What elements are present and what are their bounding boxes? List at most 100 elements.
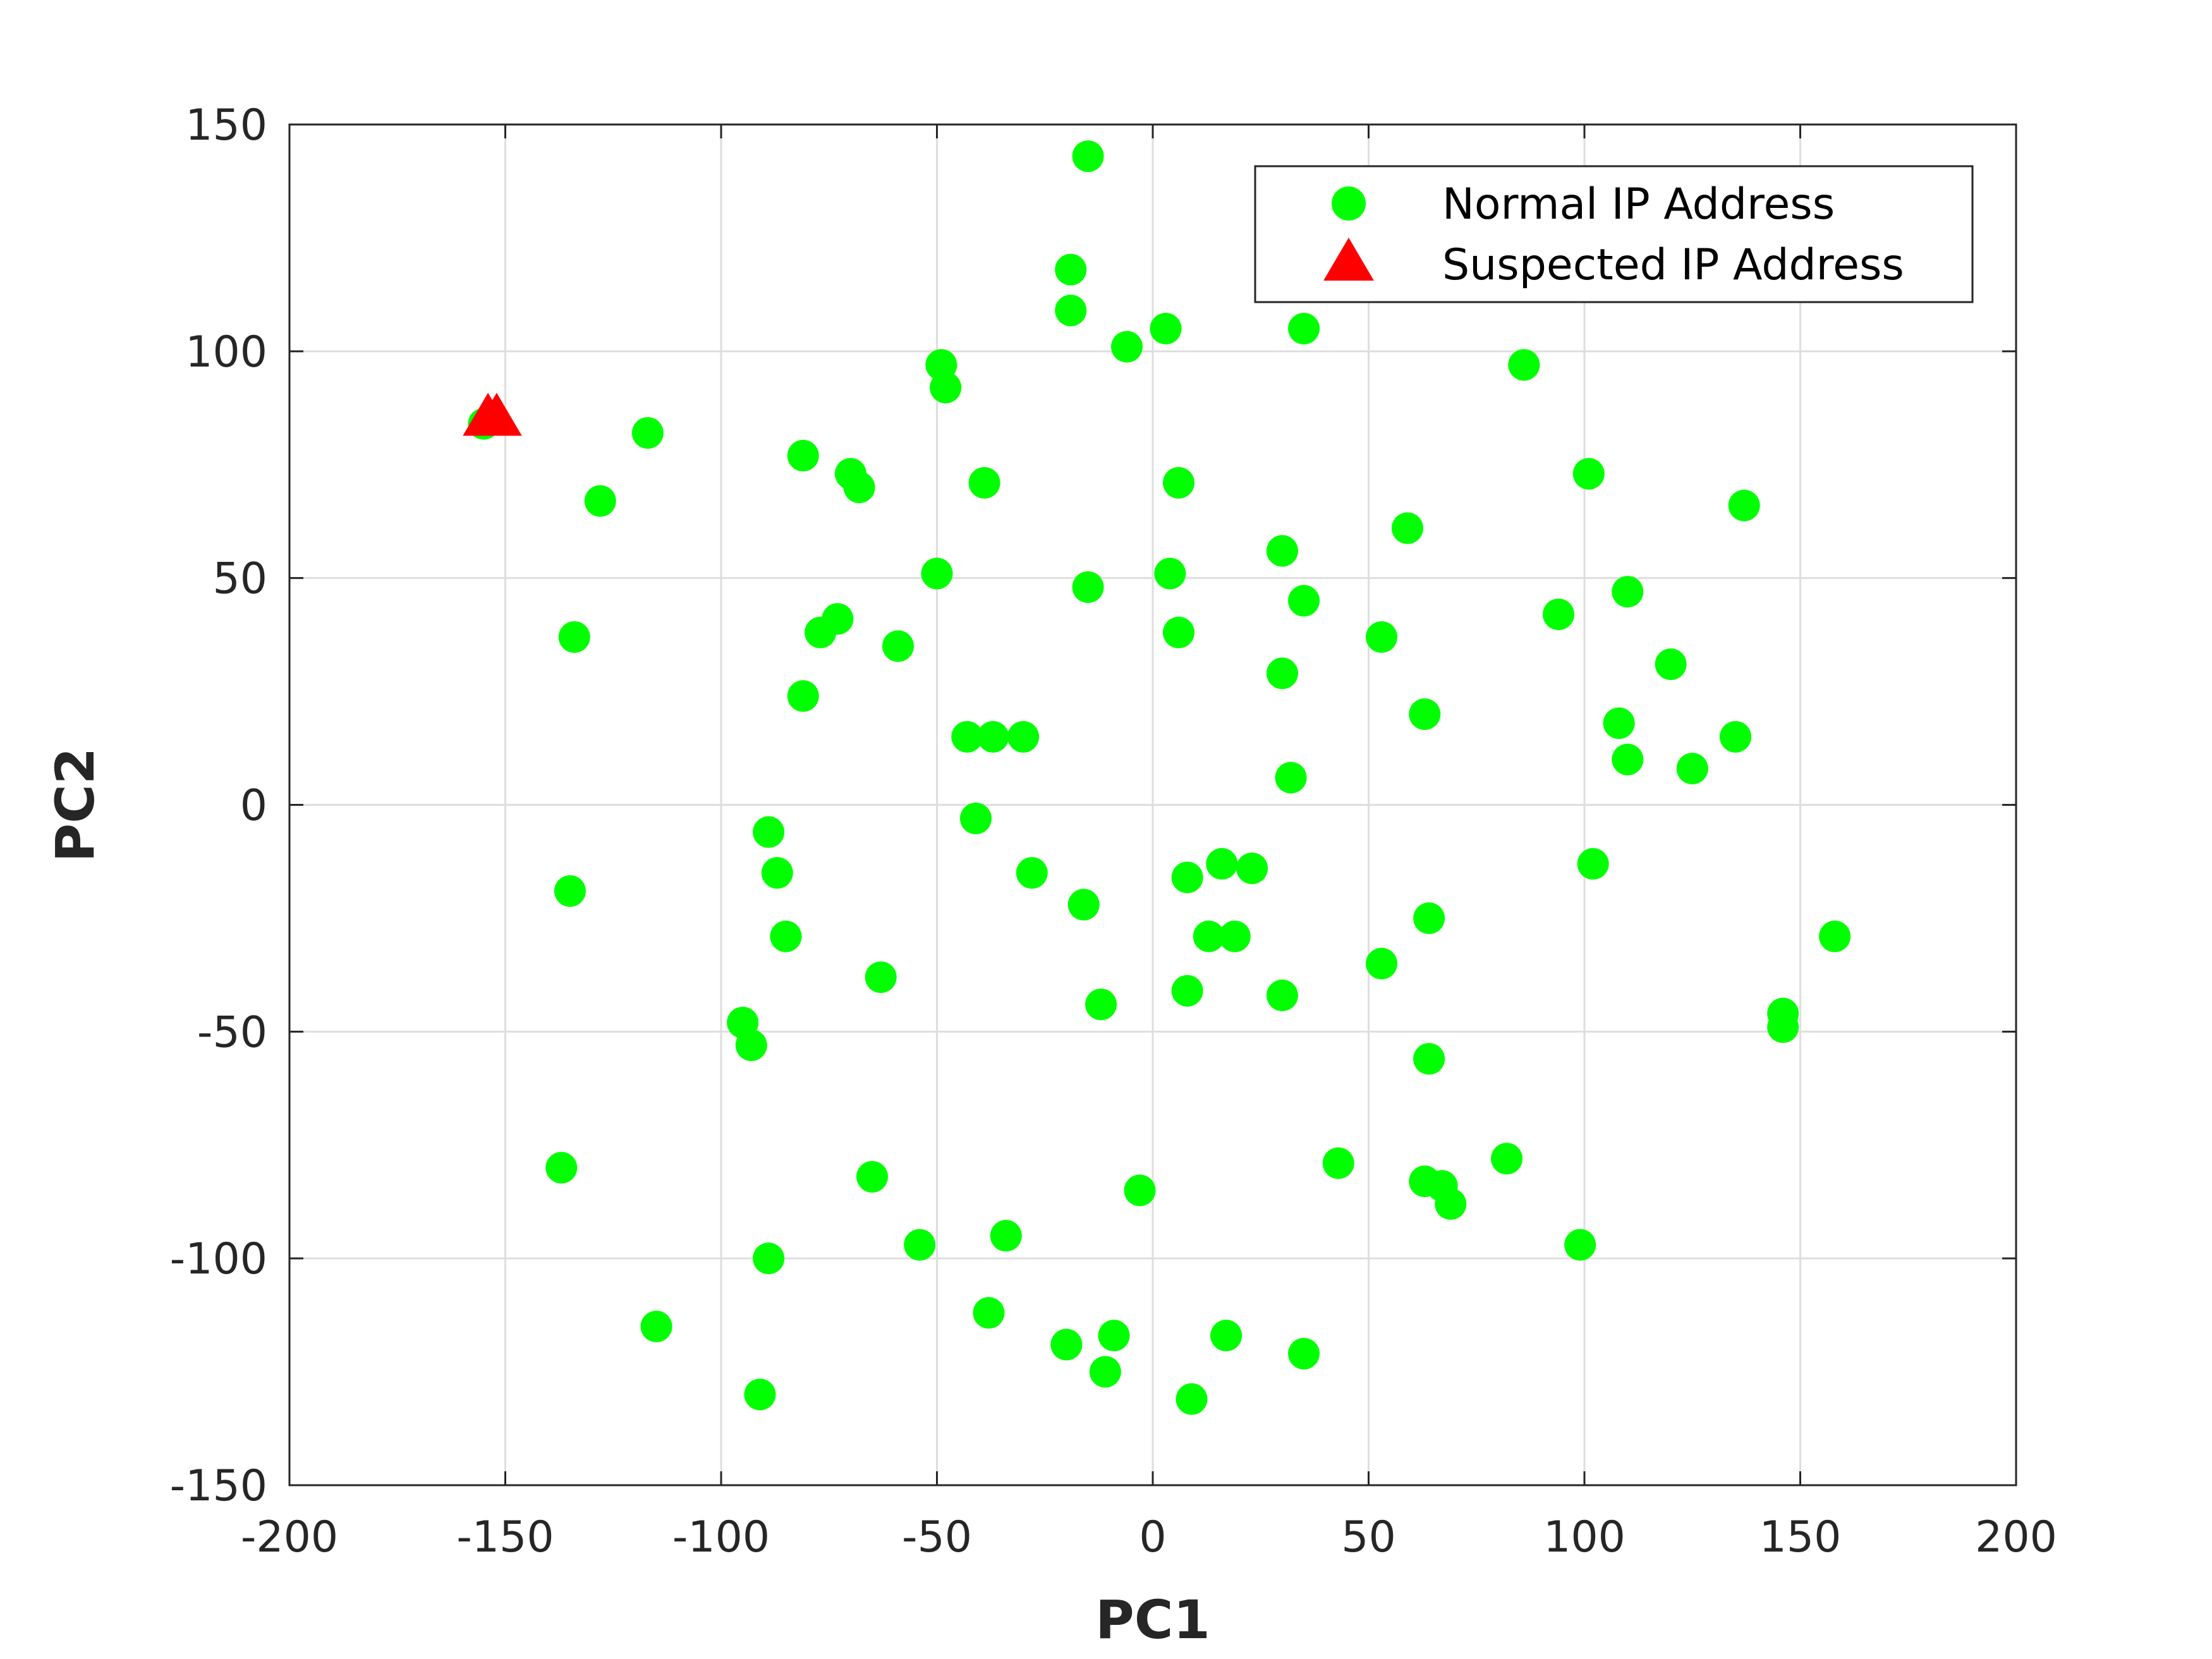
normal-ip-point — [1288, 1337, 1320, 1370]
normal-ip-point — [1111, 331, 1143, 363]
legend-label-normal: Normal IP Address — [1442, 179, 1835, 229]
normal-ip-point — [990, 1220, 1022, 1252]
normal-ip-point — [1365, 621, 1397, 653]
y-tick-label: 100 — [185, 327, 267, 377]
normal-ip-point — [554, 875, 586, 907]
normal-ip-point — [1819, 920, 1851, 952]
legend-box — [1254, 165, 1974, 303]
legend: Normal IP Address Suspected IP Address — [1254, 165, 1974, 303]
normal-ip-point — [753, 816, 785, 848]
x-tick-label: -200 — [241, 1512, 338, 1562]
y-tick-label: -50 — [197, 1007, 267, 1057]
normal-ip-point — [1193, 920, 1225, 952]
legend-label-suspected: Suspected IP Address — [1442, 240, 1904, 290]
normal-ip-point — [640, 1310, 672, 1342]
normal-ip-point — [1612, 576, 1644, 608]
normal-ip-point — [930, 372, 962, 404]
normal-ip-point — [1007, 720, 1040, 753]
normal-ip-point — [1728, 489, 1760, 521]
plot-frame — [288, 123, 2017, 1486]
normal-ip-point — [973, 1297, 1005, 1329]
normal-ip-point — [545, 1152, 578, 1184]
normal-ip-point — [1055, 295, 1087, 327]
normal-ip-point — [1543, 599, 1575, 631]
normal-ip-point — [921, 557, 953, 590]
x-tick-label: 150 — [1759, 1512, 1842, 1562]
normal-ip-point — [1016, 857, 1048, 889]
normal-ip-point — [951, 720, 983, 753]
normal-ip-point — [959, 803, 992, 835]
normal-ip-point — [558, 621, 590, 653]
normal-ip-point — [735, 1029, 767, 1061]
normal-ip-point — [1720, 720, 1752, 753]
normal-ip-point — [805, 616, 837, 648]
normal-ip-point — [1508, 349, 1540, 381]
normal-ip-point — [1266, 979, 1298, 1011]
normal-ip-point — [1491, 1143, 1523, 1175]
normal-ip-point — [1150, 312, 1182, 344]
normal-ip-point — [584, 485, 616, 517]
normal-ip-point — [1050, 1328, 1083, 1361]
normal-ip-point — [1676, 753, 1708, 785]
x-tick-label: 50 — [1341, 1512, 1396, 1562]
normal-ip-point — [1154, 557, 1186, 590]
normal-ip-point — [1577, 848, 1609, 880]
normal-ip-point — [761, 857, 793, 889]
normal-ip-point — [1072, 571, 1104, 604]
normal-ip-point — [904, 1229, 936, 1261]
normal-ip-point — [1603, 707, 1635, 739]
normal-ip-point — [1171, 861, 1203, 894]
normal-ip-point — [1085, 988, 1117, 1021]
normal-ip-point — [1067, 889, 1100, 921]
normal-ip-point — [1210, 1320, 1243, 1352]
normal-ip-point — [977, 720, 1009, 753]
normal-ip-point — [1275, 762, 1307, 794]
normal-ip-point — [1322, 1147, 1354, 1179]
normal-ip-point — [1655, 648, 1687, 681]
x-tick-label: 200 — [1975, 1512, 2057, 1562]
data-points — [463, 140, 1851, 1415]
normal-ip-point — [1072, 140, 1104, 173]
normal-ip-point — [1612, 743, 1644, 775]
normal-ip-point — [865, 961, 897, 994]
normal-ip-point — [1206, 848, 1238, 880]
normal-ip-point — [1124, 1174, 1156, 1206]
normal-ip-point — [770, 920, 802, 952]
suspected-ip-point — [471, 392, 522, 436]
normal-ip-point — [787, 439, 819, 471]
normal-ip-point — [1176, 1383, 1208, 1415]
legend-marker-normal — [1332, 186, 1366, 221]
normal-ip-point — [1435, 1188, 1467, 1220]
normal-ip-point — [1365, 947, 1397, 980]
normal-ip-point — [1171, 975, 1203, 1007]
normal-ip-point — [882, 630, 915, 662]
y-tick-label: 150 — [185, 100, 267, 150]
normal-ip-point — [1409, 698, 1441, 730]
normal-ip-point — [1089, 1356, 1121, 1388]
tick-labels: -200 -150 -100 -50 0 50 100 150 200-150-100-5005… — [170, 100, 2057, 1562]
normal-ip-point — [843, 471, 875, 504]
x-tick-label: 100 — [1543, 1512, 1626, 1562]
x-tick-label: 0 — [1139, 1512, 1166, 1562]
normal-ip-point — [1391, 512, 1423, 544]
normal-ip-point — [1767, 1011, 1799, 1043]
normal-ip-point — [856, 1160, 889, 1193]
normal-ip-point — [1162, 466, 1194, 499]
normal-ip-point — [744, 1378, 776, 1411]
y-tick-label: -100 — [170, 1234, 267, 1284]
normal-ip-point — [968, 466, 1000, 499]
normal-ip-point — [1288, 585, 1320, 617]
normal-ip-point — [1564, 1229, 1596, 1261]
y-tick-label: 50 — [212, 554, 267, 604]
x-axis-label: PC1 — [1095, 1589, 1210, 1651]
y-tick-label: -150 — [170, 1461, 267, 1511]
normal-ip-point — [631, 417, 664, 449]
normal-ip-point — [1288, 312, 1320, 344]
x-tick-label: -50 — [902, 1512, 972, 1562]
normal-ip-point — [1055, 253, 1087, 286]
normal-ip-point — [1162, 616, 1194, 648]
normal-ip-point — [1266, 535, 1298, 567]
x-tick-label: -150 — [456, 1512, 554, 1562]
y-axis-label: PC2 — [44, 748, 106, 863]
